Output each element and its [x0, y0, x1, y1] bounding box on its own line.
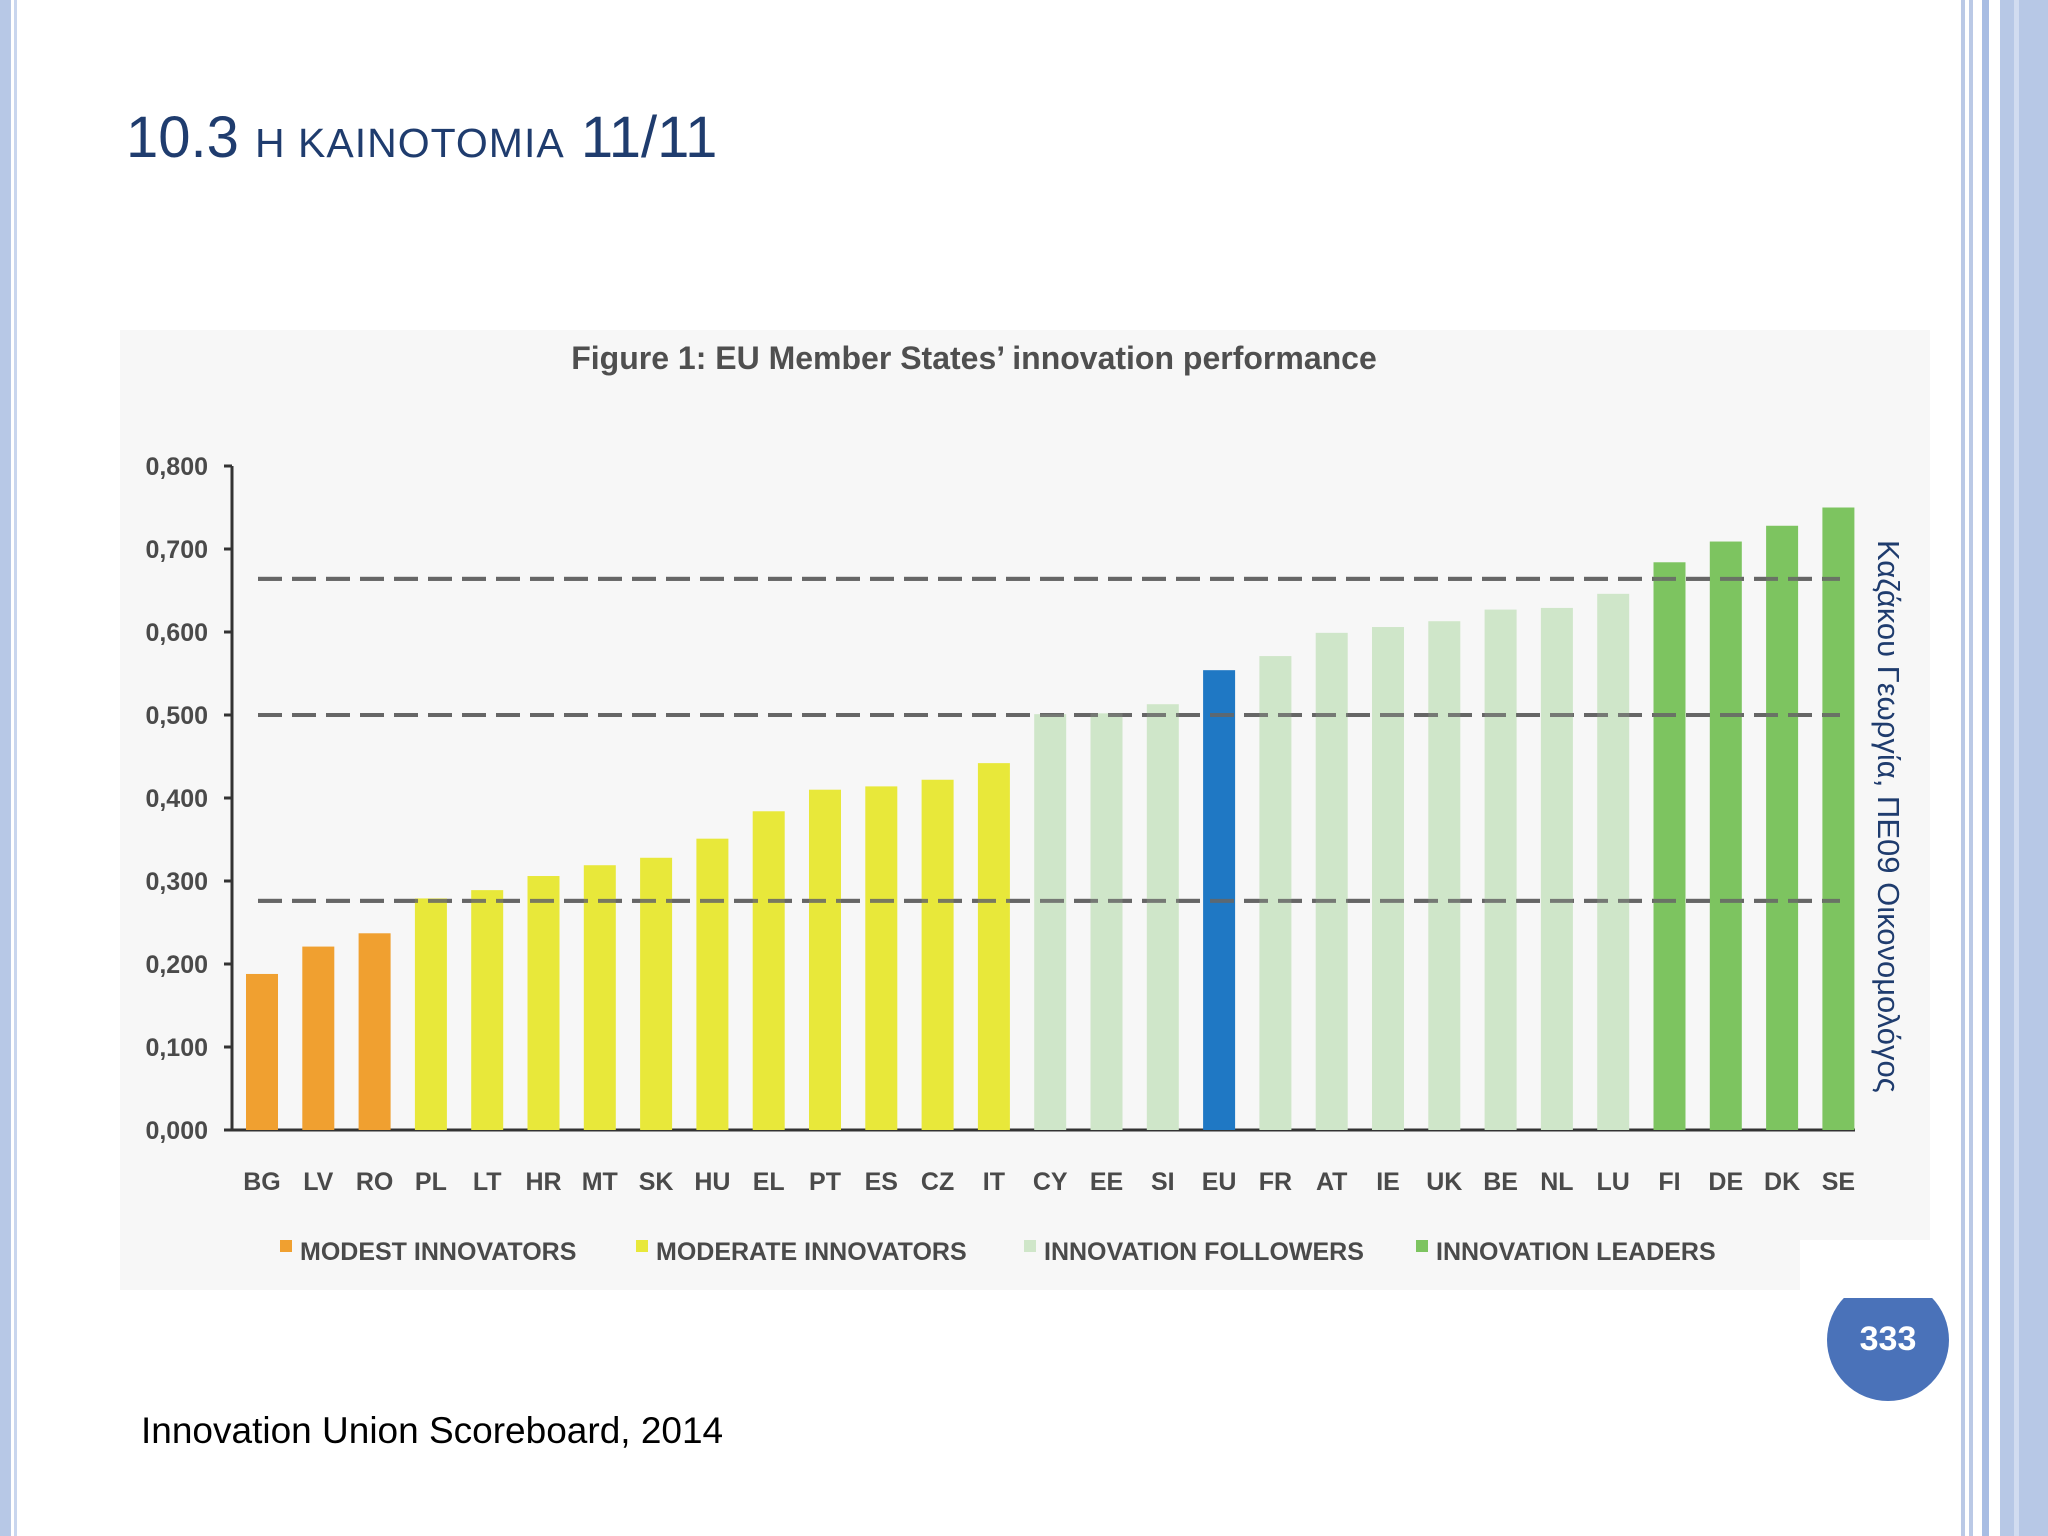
bar-hu [696, 838, 729, 1130]
slide-title: 10.3 Η ΚΑΙΝΟΤΟΜΙΑ 11/11 [126, 104, 717, 171]
bar-fr [1259, 656, 1292, 1130]
x-tick-label: FR [1259, 1168, 1292, 1196]
bar-pt [809, 789, 841, 1130]
page-number-badge [1827, 1279, 1949, 1401]
right-border-band [2000, 0, 2048, 1536]
source-note: Innovation Union Scoreboard, 2014 [141, 1410, 724, 1451]
legend-label-leaders: INNOVATION LEADERS [1436, 1238, 1716, 1266]
bar-be [1484, 609, 1517, 1130]
x-tick-label: PT [809, 1168, 841, 1196]
bar-lu [1597, 593, 1630, 1130]
legend-swatch-leaders [1416, 1240, 1428, 1252]
bar-fi [1653, 562, 1686, 1130]
bar-pl [414, 898, 447, 1130]
y-tick-label: 0,800 [145, 453, 208, 481]
bar-it [977, 763, 1010, 1130]
x-tick-label: DK [1764, 1168, 1800, 1196]
x-tick-label: LU [1597, 1168, 1630, 1196]
bar-si [1146, 704, 1179, 1130]
legend-swatch-modest [280, 1240, 292, 1252]
x-tick-label: CZ [921, 1168, 954, 1196]
bar-at [1315, 632, 1348, 1130]
author-side-label: Καζάκου Γεωργία, ΠΕ09 Οικονομολόγος [1871, 540, 1906, 1093]
x-tick-label: DE [1708, 1168, 1743, 1196]
x-tick-label: AT [1316, 1168, 1347, 1196]
y-tick-label: 0,200 [145, 951, 208, 979]
bar-cz [921, 779, 954, 1130]
right-border-strip [1969, 0, 1973, 1536]
right-border-highlight [2014, 0, 2019, 1536]
title-number: 10.3 [126, 105, 239, 170]
x-tick-label: PL [415, 1168, 447, 1196]
legend-swatch-moderate [636, 1240, 648, 1252]
x-tick-label: SE [1822, 1168, 1855, 1196]
right-border-strip [1982, 0, 1989, 1536]
x-tick-label: BG [243, 1168, 281, 1196]
bar-el [752, 811, 785, 1130]
y-tick-label: 0,300 [145, 868, 208, 896]
bar-mt [583, 865, 616, 1130]
y-tick-label: 0,700 [145, 536, 208, 564]
badge-mask [1800, 1240, 1960, 1298]
left-border [0, 0, 11, 1536]
page-number: 333 [1859, 1320, 1917, 1358]
right-border-strip [1961, 0, 1965, 1536]
x-tick-label: BE [1483, 1168, 1518, 1196]
bar-bg [246, 973, 278, 1130]
x-tick-label: SK [639, 1168, 674, 1196]
x-tick-label: EU [1202, 1168, 1237, 1196]
x-tick-label: SI [1151, 1168, 1175, 1196]
title-suffix: 11/11 [580, 105, 718, 170]
x-tick-label: HR [525, 1168, 561, 1196]
x-tick-label: EL [753, 1168, 785, 1196]
legend-label-followers: INNOVATION FOLLOWERS [1044, 1238, 1364, 1266]
bar-sk [640, 857, 673, 1130]
left-border-inner [14, 0, 17, 1536]
legend-label-moderate: MODERATE INNOVATORS [656, 1238, 967, 1266]
x-tick-label: FI [1658, 1168, 1680, 1196]
x-tick-label: EE [1090, 1168, 1123, 1196]
x-tick-label: LT [473, 1168, 502, 1196]
bar-nl [1540, 607, 1573, 1130]
legend-label-modest: MODEST INNOVATORS [300, 1238, 576, 1266]
y-tick-label: 0,400 [145, 785, 208, 813]
x-tick-label: NL [1540, 1168, 1573, 1196]
bar-se [1822, 507, 1855, 1130]
title-word: Η ΚΑΙΝΟΤΟΜΙΑ [255, 120, 565, 166]
bar-lt [471, 890, 504, 1130]
bar-dk [1766, 525, 1799, 1130]
bar-es [865, 786, 898, 1130]
bar-lv [302, 946, 335, 1130]
bar-ro [358, 933, 391, 1130]
bar-de [1709, 541, 1742, 1130]
bar-uk [1428, 621, 1461, 1130]
legend-swatch-followers [1024, 1240, 1036, 1252]
x-tick-label: HU [694, 1168, 730, 1196]
x-tick-label: CY [1033, 1168, 1068, 1196]
y-tick-label: 0,600 [145, 619, 208, 647]
y-tick-label: 0,500 [145, 702, 208, 730]
bar-ee [1090, 713, 1123, 1130]
x-tick-label: IE [1376, 1168, 1400, 1196]
x-tick-label: ES [865, 1168, 898, 1196]
bar-ie [1372, 627, 1404, 1130]
y-tick-label: 0,000 [145, 1117, 208, 1145]
x-tick-label: LV [303, 1168, 333, 1196]
chart-title: Figure 1: EU Member States’ innovation p… [571, 340, 1377, 376]
y-tick-label: 0,100 [145, 1034, 208, 1062]
bar-hr [527, 876, 560, 1130]
x-tick-label: UK [1426, 1168, 1462, 1196]
bar-cy [1034, 714, 1067, 1130]
x-tick-label: RO [356, 1168, 394, 1196]
x-tick-label: MT [582, 1168, 618, 1196]
x-tick-label: IT [983, 1168, 1005, 1196]
